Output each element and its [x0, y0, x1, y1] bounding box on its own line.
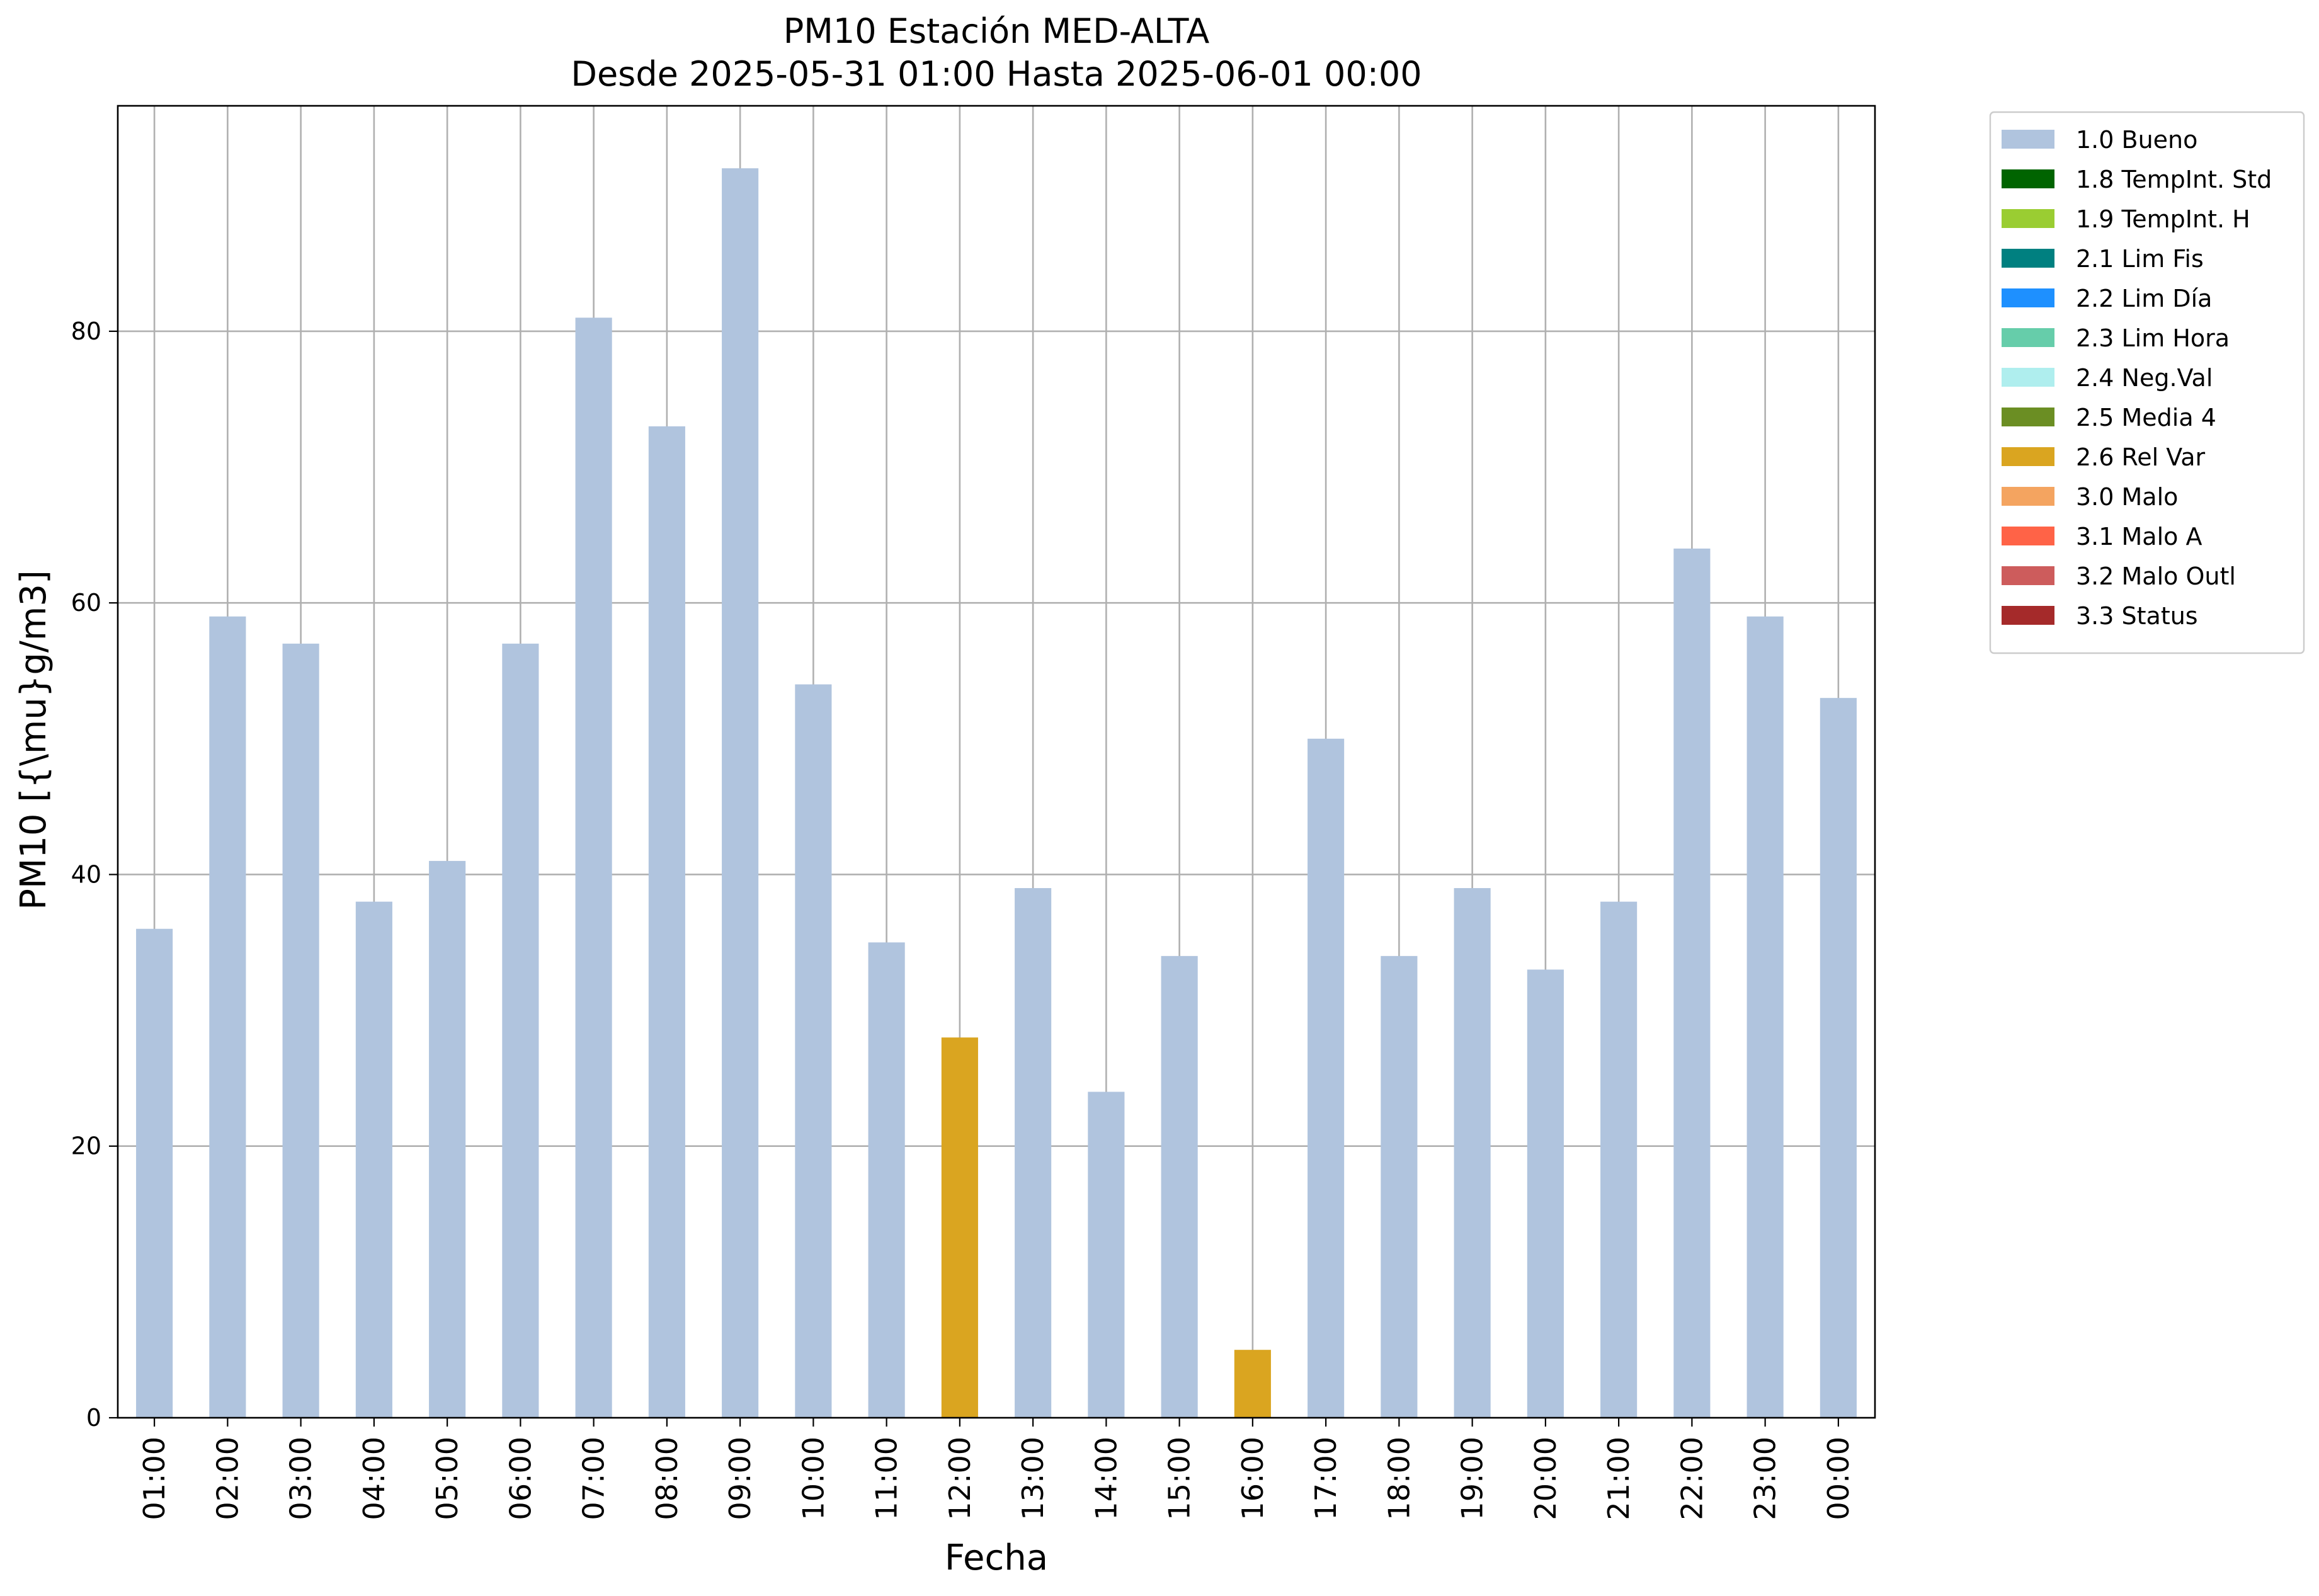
bar-14:00 — [1088, 1092, 1125, 1418]
legend-swatch-6 — [2002, 368, 2054, 387]
legend-label-9: 3.0 Malo — [2076, 483, 2178, 511]
x-tick-label-14:00: 14:00 — [1089, 1437, 1123, 1520]
legend-swatch-9 — [2002, 487, 2054, 506]
legend-swatch-3 — [2002, 249, 2054, 268]
bar-21:00 — [1600, 901, 1638, 1418]
y-axis-label: PM10 [{\mu}g/m3] — [13, 570, 54, 910]
bar-22:00 — [1673, 548, 1711, 1418]
bar-05:00 — [429, 860, 466, 1418]
chart-title: PM10 Estación MED-ALTA — [783, 11, 1210, 51]
chart-subtitle: Desde 2025-05-31 01:00 Hasta 2025-06-01 … — [571, 54, 1422, 94]
x-axis-label: Fecha — [945, 1537, 1048, 1578]
bar-01:00 — [136, 928, 173, 1418]
y-tick-label-20: 20 — [71, 1132, 101, 1160]
bar-08:00 — [648, 426, 685, 1418]
bar-04:00 — [355, 901, 392, 1418]
legend-label-12: 3.3 Status — [2076, 602, 2198, 630]
x-tick-label-16:00: 16:00 — [1236, 1437, 1270, 1520]
bar-12:00 — [941, 1037, 978, 1418]
y-tick-label-60: 60 — [71, 589, 101, 617]
legend-swatch-2 — [2002, 209, 2054, 228]
legend: 1.0 Bueno 1.8 TempInt. Std 1.9 TempInt. H 2… — [1989, 111, 2305, 654]
legend-label-7: 2.5 Media 4 — [2076, 404, 2216, 431]
legend-label-5: 2.3 Lim Hora — [2076, 324, 2230, 352]
legend-label-2: 1.9 TempInt. H — [2076, 205, 2250, 233]
legend-swatch-0 — [2002, 130, 2054, 149]
legend-swatch-12 — [2002, 606, 2054, 625]
x-tick-label-07:00: 07:00 — [577, 1437, 611, 1520]
x-tick-label-01:00: 01:00 — [137, 1437, 171, 1520]
bar-09:00 — [722, 168, 759, 1418]
bar-15:00 — [1161, 955, 1198, 1418]
y-tick-label-40: 40 — [71, 860, 101, 888]
y-tick-label-0: 0 — [86, 1404, 101, 1432]
bars — [136, 168, 1857, 1418]
x-tick-label-06:00: 06:00 — [503, 1437, 537, 1520]
x-tick-label-11:00: 11:00 — [870, 1437, 904, 1520]
x-tick-label-00:00: 00:00 — [1821, 1437, 1855, 1520]
x-tick-label-23:00: 23:00 — [1748, 1437, 1782, 1520]
x-tick-label-22:00: 22:00 — [1675, 1437, 1709, 1520]
bar-07:00 — [575, 317, 612, 1418]
x-tick-label-10:00: 10:00 — [796, 1437, 830, 1520]
bar-23:00 — [1746, 616, 1784, 1418]
legend-label-3: 2.1 Lim Fis — [2076, 245, 2204, 273]
legend-label-4: 2.2 Lim Día — [2076, 285, 2212, 312]
legend-label-0: 1.0 Bueno — [2076, 126, 2197, 154]
legend-swatch-4 — [2002, 288, 2054, 307]
x-tick-label-19:00: 19:00 — [1456, 1437, 1490, 1520]
legend-label-6: 2.4 Neg.Val — [2076, 364, 2213, 392]
bar-02:00 — [209, 616, 246, 1418]
bar-00:00 — [1820, 698, 1857, 1418]
bar-20:00 — [1527, 969, 1564, 1418]
legend-swatch-1 — [2002, 169, 2054, 188]
legend-label-11: 3.2 Malo Outl — [2076, 562, 2236, 590]
legend-swatch-8 — [2002, 447, 2054, 466]
bar-06:00 — [502, 643, 539, 1418]
x-tick-label-09:00: 09:00 — [723, 1437, 757, 1520]
x-tick-label-08:00: 08:00 — [650, 1437, 684, 1520]
x-tick-label-03:00: 03:00 — [284, 1437, 318, 1520]
bar-19:00 — [1454, 888, 1491, 1418]
x-tick-label-15:00: 15:00 — [1163, 1437, 1197, 1520]
bar-16:00 — [1234, 1350, 1271, 1418]
y-tick-label-80: 80 — [71, 317, 101, 345]
legend-label-8: 2.6 Rel Var — [2076, 443, 2206, 471]
bar-03:00 — [282, 643, 319, 1418]
x-tick-label-05:00: 05:00 — [430, 1437, 464, 1520]
x-tick-label-17:00: 17:00 — [1309, 1437, 1343, 1520]
legend-frame — [1989, 111, 2305, 654]
bar-17:00 — [1308, 738, 1345, 1418]
legend-swatch-7 — [2002, 408, 2054, 426]
legend-label-1: 1.8 TempInt. Std — [2076, 166, 2272, 193]
x-tick-label-02:00: 02:00 — [210, 1437, 244, 1520]
x-tick-label-04:00: 04:00 — [357, 1437, 391, 1520]
legend-label-10: 3.1 Malo A — [2076, 523, 2202, 550]
x-tick-label-13:00: 13:00 — [1016, 1437, 1050, 1520]
legend-swatch-5 — [2002, 328, 2054, 347]
x-tick-label-20:00: 20:00 — [1529, 1437, 1563, 1520]
legend-swatch-10 — [2002, 527, 2054, 545]
bar-10:00 — [795, 684, 832, 1418]
x-tick-label-18:00: 18:00 — [1382, 1437, 1416, 1520]
x-tick-label-12:00: 12:00 — [943, 1437, 977, 1520]
bar-13:00 — [1015, 888, 1052, 1418]
bar-18:00 — [1381, 955, 1418, 1418]
plot-frame — [117, 105, 1876, 1419]
bar-11:00 — [868, 942, 905, 1418]
axes: 0 20 40 60 80 01:00 02:00 03:00 04:00 05:00 06:00 0… — [71, 317, 1855, 1520]
legend-swatch-11 — [2002, 566, 2054, 585]
x-tick-label-21:00: 21:00 — [1602, 1437, 1636, 1520]
